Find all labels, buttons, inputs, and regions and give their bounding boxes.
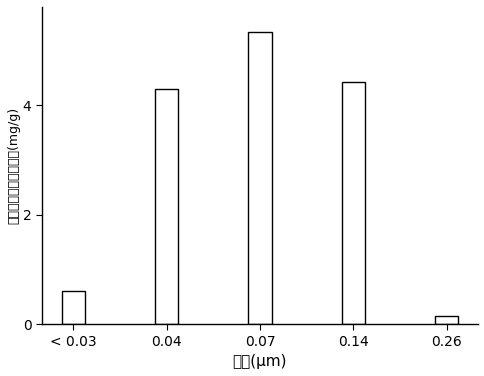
Bar: [155, 89, 178, 324]
X-axis label: 粒径(μm): 粒径(μm): [232, 354, 287, 369]
Bar: [248, 32, 271, 324]
Y-axis label: 单位粒相物紫苏释放量(mg/g): 单位粒相物紫苏释放量(mg/g): [7, 107, 20, 224]
Bar: [61, 291, 85, 324]
Bar: [434, 316, 457, 324]
Bar: [341, 82, 364, 324]
